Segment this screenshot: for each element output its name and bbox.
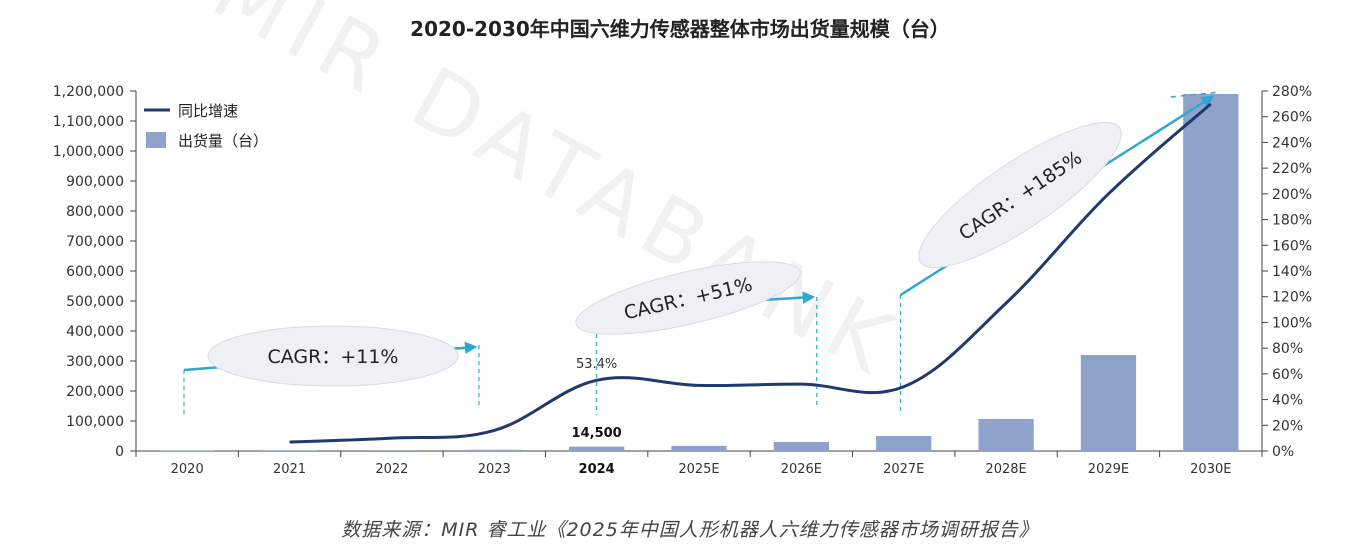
line-value-label: 53.4% — [576, 357, 617, 372]
y-left-tick-label: 1,200,000 — [53, 84, 124, 100]
bar — [773, 442, 830, 451]
bar — [671, 445, 727, 451]
y-right-tick-label: 0% — [1272, 444, 1294, 460]
bar — [978, 418, 1034, 451]
bar-value-label: 14,500 — [572, 426, 622, 441]
y-left-tick-label: 500,000 — [66, 294, 124, 310]
cagr-arrow-tail — [1170, 91, 1221, 98]
x-tick-label: 2030E — [1190, 462, 1231, 477]
y-right-tick-label: 260% — [1272, 110, 1312, 126]
bar — [466, 449, 522, 451]
y-left-tick-label: 800,000 — [66, 204, 124, 220]
legend-bar-swatch — [146, 132, 166, 148]
y-left-tick-label: 600,000 — [66, 264, 124, 280]
growth-line-path — [289, 102, 1212, 444]
y-right-tick-label: 280% — [1272, 84, 1312, 100]
y-right-tick-label: 240% — [1272, 135, 1312, 151]
y-left-tick-label: 200,000 — [66, 384, 124, 400]
cagr-callouts: CAGR：+11%CAGR：+51%CAGR：+185% — [183, 91, 1221, 415]
y-right-tick-label: 40% — [1272, 393, 1303, 409]
cagr-bubble: CAGR：+11% — [207, 325, 459, 387]
cagr-ellipse — [575, 261, 801, 335]
x-tick-label: 2029E — [1088, 462, 1129, 477]
x-tick-label: 2022 — [375, 462, 408, 477]
x-tick-label: 2023 — [478, 462, 511, 477]
y-right-tick-label: 60% — [1272, 367, 1303, 383]
x-tick-label: 2021 — [273, 462, 306, 477]
chart-title: 2020-2030年中国六维力传感器整体市场出货量规模（台） — [410, 17, 950, 41]
bar — [1183, 94, 1239, 451]
y-right-tick-label: 80% — [1272, 341, 1303, 357]
growth-line — [289, 102, 1212, 444]
bar — [1080, 355, 1137, 451]
x-tick-label: 2024 — [579, 462, 615, 477]
y-left-tick-label: 900,000 — [66, 174, 124, 190]
y-left-tick-label: 100,000 — [66, 414, 124, 430]
x-tick-label: 2027E — [883, 462, 924, 477]
x-tick-label: 2025E — [678, 462, 719, 477]
x-tick-label: 2028E — [985, 462, 1026, 477]
y-right-tick-label: 220% — [1272, 161, 1312, 177]
y-right-tick-label: 20% — [1272, 418, 1303, 434]
y-right-tick-label: 120% — [1272, 290, 1312, 306]
x-tick-label: 2020 — [171, 462, 204, 477]
bars — [159, 94, 1239, 451]
y-left-tick-label: 1,000,000 — [53, 144, 124, 160]
bar — [364, 450, 420, 451]
y-left-tick-label: 0 — [115, 444, 124, 460]
x-tick-label: 2026E — [781, 462, 822, 477]
legend-bar-label: 出货量（台） — [178, 132, 268, 150]
cagr-label: CAGR：+11% — [267, 346, 398, 368]
bar — [261, 450, 318, 451]
y-left-tick-label: 400,000 — [66, 324, 124, 340]
cagr-ellipse — [207, 325, 459, 387]
legend: 同比增速 出货量（台） — [144, 102, 268, 150]
cagr-bubble: CAGR：+185% — [918, 122, 1122, 268]
bar — [159, 450, 215, 451]
y-right-tick-label: 140% — [1272, 264, 1312, 280]
source-note: 数据来源：MIR 睿工业《2025年中国人形机器人六维力传感器市场调研报告》 — [341, 519, 1039, 541]
y-left-tick-label: 1,100,000 — [53, 114, 124, 130]
data-labels: 14,500 53.4% — [572, 357, 622, 441]
y-right-tick-label: 180% — [1272, 213, 1312, 229]
y-right-tick-label: 100% — [1272, 315, 1312, 331]
axes: 0 100,000 200,000 300,000 400,000 500,000 600,… — [53, 84, 1312, 477]
cagr-ellipse — [918, 122, 1122, 268]
y-left-tick-label: 300,000 — [66, 354, 124, 370]
y-right-tick-label: 200% — [1272, 187, 1312, 203]
bar — [876, 436, 932, 451]
bar — [568, 446, 625, 451]
y-left-tick-label: 700,000 — [66, 234, 124, 250]
legend-line-label: 同比增速 — [178, 102, 238, 120]
y-right-tick-label: 160% — [1272, 238, 1312, 254]
